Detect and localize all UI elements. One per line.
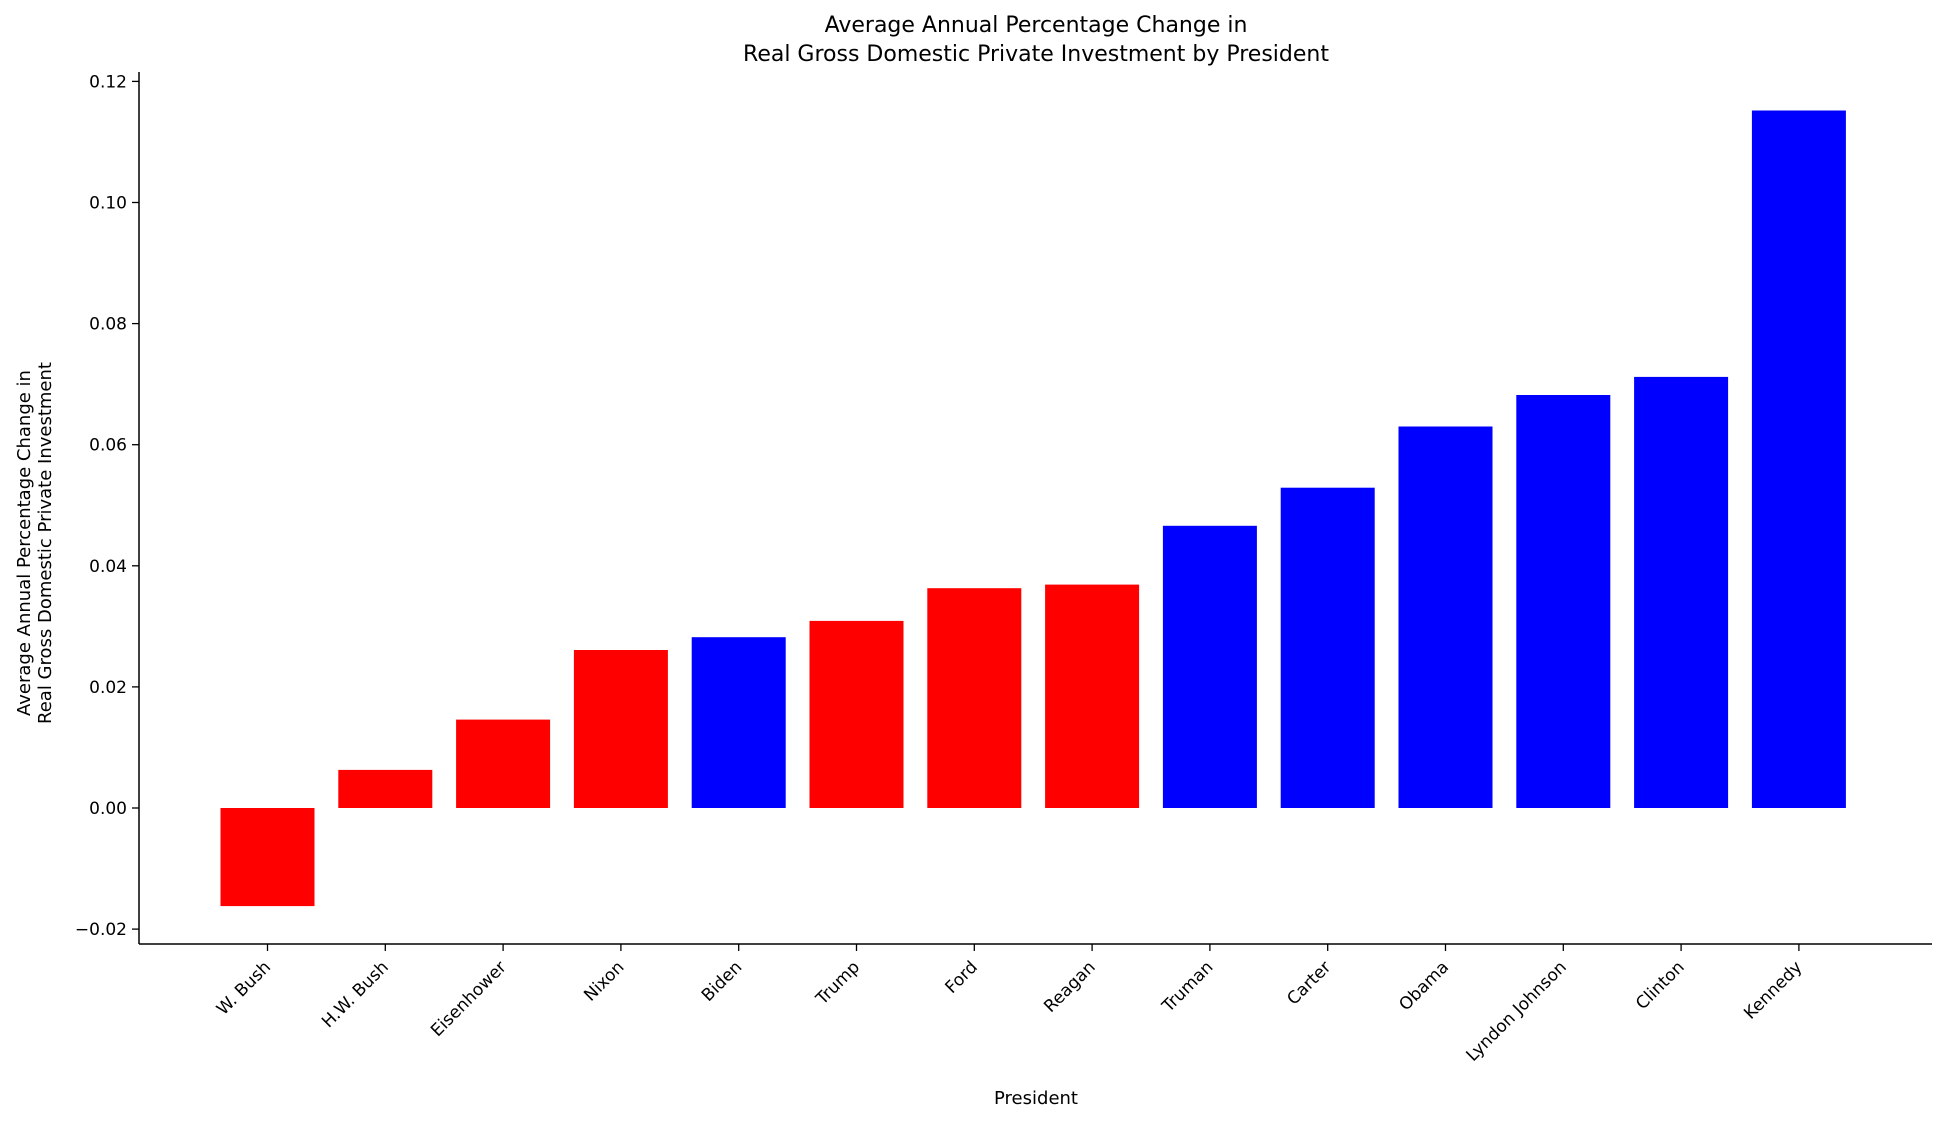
x-tick-label: H.W. Bush (318, 957, 393, 1032)
x-tick-label: Carter (1283, 957, 1335, 1009)
x-tick-label: Trump (812, 957, 864, 1009)
bar-clinton (1634, 376, 1729, 808)
bar-nixon (573, 650, 668, 808)
y-tick-label: 0.10 (89, 194, 127, 214)
chart-title: Average Annual Percentage Change in Real… (743, 13, 1329, 67)
y-ticks-group: −0.02 0.00 0.02 0.04 0.06 0.08 0.10 0.12 (75, 72, 139, 940)
y-axis-title: Average Annual Percentage Change in Real… (14, 362, 56, 724)
bar-trump (809, 620, 904, 808)
x-tick-label: Ford (941, 957, 981, 997)
y-tick-label: 0.12 (89, 72, 127, 92)
x-tick-label: W. Bush (213, 957, 275, 1019)
x-tick-label: Obama (1395, 957, 1453, 1015)
x-tick-label: Lyndon Johnson (1463, 957, 1571, 1065)
bar-truman (1162, 525, 1257, 808)
y-tick-label: 0.00 (89, 799, 127, 819)
x-tick-label: Biden (698, 957, 746, 1005)
bar-ford (927, 588, 1022, 808)
y-tick-label: 0.04 (89, 557, 127, 577)
bar-reagan (1045, 584, 1140, 808)
bar-biden (691, 637, 786, 808)
y-axis-title-line-1: Average Annual Percentage Change in (14, 370, 35, 716)
chart-title-line-1: Average Annual Percentage Change in (825, 13, 1248, 38)
bar-carter (1280, 487, 1375, 808)
y-axis-title-line-2: Real Gross Domestic Private Investment (35, 362, 56, 724)
x-tick-label: Clinton (1632, 957, 1689, 1014)
x-tick-label: Kennedy (1740, 957, 1806, 1023)
x-ticks-group: W. Bush H.W. Bush Eisenhower Nixon Biden Trum… (213, 944, 1806, 1066)
y-tick-label: −0.02 (75, 920, 127, 940)
bar-w-bush (220, 808, 315, 907)
x-tick-label: Truman (1158, 957, 1218, 1017)
bar-eisenhower (456, 719, 551, 808)
chart-title-line-2: Real Gross Domestic Private Investment b… (743, 42, 1329, 67)
bar-lyndon-johnson (1516, 395, 1611, 808)
bar-h-w-bush (338, 769, 433, 808)
bars-group (220, 110, 1846, 907)
y-tick-label: 0.06 (89, 436, 127, 456)
y-tick-label: 0.02 (89, 678, 127, 698)
bar-obama (1398, 426, 1493, 808)
y-tick-label: 0.08 (89, 315, 127, 335)
x-tick-label: Eisenhower (427, 957, 511, 1041)
x-tick-label: Nixon (580, 957, 628, 1005)
x-tick-label: Reagan (1040, 957, 1099, 1016)
bar-kennedy (1751, 110, 1846, 808)
x-axis-title: President (994, 1088, 1078, 1109)
